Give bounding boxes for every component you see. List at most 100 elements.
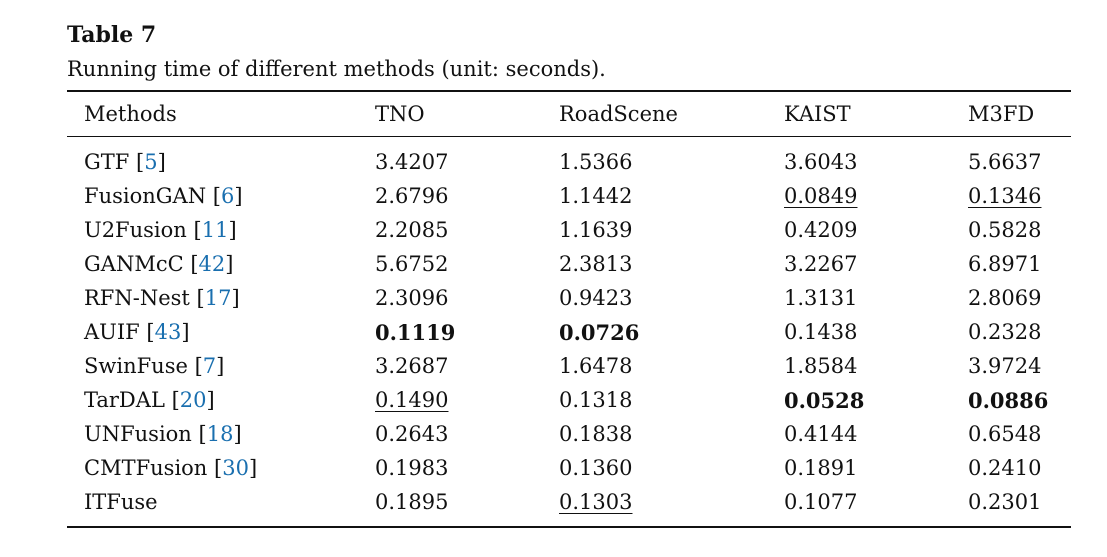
table-row: RFN-Nest [17] 2.3096 0.9423 1.3131 2.806… — [67, 281, 1071, 315]
method-name: TarDAL — [84, 388, 165, 412]
kaist-cell: 0.1438 — [784, 320, 858, 344]
header-rule — [67, 136, 1071, 137]
kaist-cell: 0.0849 — [784, 179, 968, 213]
column-header-methods: Methods — [84, 102, 177, 126]
roadscene-cell: 1.5366 — [559, 150, 633, 174]
method-cell: SwinFuse [7] — [84, 354, 225, 378]
m3fd-cell: 0.2301 — [968, 490, 1042, 514]
running-time-table: Methods TNO RoadScene KAIST M3FD GTF [5]… — [67, 92, 1071, 519]
method-name: RFN-Nest — [84, 286, 190, 310]
roadscene-cell: 0.9423 — [559, 286, 633, 310]
kaist-cell: 0.1077 — [784, 490, 858, 514]
roadscene-cell: 2.3813 — [559, 252, 633, 276]
tno-cell: 0.1895 — [375, 490, 449, 514]
table-label: Table 7 — [67, 22, 157, 48]
m3fd-cell: 0.1346 — [968, 179, 1071, 213]
citation-link[interactable]: 18 — [206, 422, 234, 446]
method-name: ITFuse — [84, 490, 158, 514]
best-value: 0.0726 — [559, 319, 640, 345]
method-cell: GANMcC [42] — [84, 252, 234, 276]
method-cell: AUIF [43] — [84, 320, 190, 344]
m3fd-cell: 6.8971 — [968, 252, 1042, 276]
column-header-tno: TNO — [375, 102, 425, 126]
table-caption: Running time of different methods (unit:… — [67, 57, 606, 81]
table-row: CMTFusion [30] 0.1983 0.1360 0.1891 0.24… — [67, 451, 1071, 485]
roadscene-cell: 0.1838 — [559, 422, 633, 446]
table-row: ITFuse 0.1895 0.1303 0.1077 0.2301 — [67, 485, 1071, 519]
citation-link[interactable]: 6 — [220, 184, 235, 208]
method-name: GTF — [84, 150, 130, 174]
table-row: UNFusion [18] 0.2643 0.1838 0.4144 0.654… — [67, 417, 1071, 451]
column-header-kaist: KAIST — [784, 102, 851, 126]
column-header-roadscene: RoadScene — [559, 102, 678, 126]
m3fd-cell: 5.6637 — [968, 150, 1042, 174]
method-name: UNFusion — [84, 422, 192, 446]
method-cell: CMTFusion [30] — [84, 456, 258, 480]
tno-cell: 2.3096 — [375, 286, 449, 310]
roadscene-cell: 0.1360 — [559, 456, 633, 480]
kaist-cell: 3.2267 — [784, 252, 858, 276]
method-name: AUIF — [84, 320, 140, 344]
tno-cell: 3.2687 — [375, 354, 449, 378]
m3fd-cell: 0.6548 — [968, 422, 1042, 446]
citation-link[interactable]: 11 — [201, 218, 229, 242]
kaist-cell: 1.8584 — [784, 354, 858, 378]
m3fd-cell: 0.5828 — [968, 218, 1042, 242]
tno-cell: 0.1983 — [375, 456, 449, 480]
kaist-cell: 0.1891 — [784, 456, 858, 480]
method-cell: UNFusion [18] — [84, 422, 242, 446]
roadscene-cell: 0.1318 — [559, 388, 633, 412]
tno-cell: 0.1119 — [375, 315, 559, 349]
kaist-cell: 0.4144 — [784, 422, 858, 446]
method-cell: FusionGAN [6] — [84, 184, 243, 208]
method-cell: ITFuse — [67, 485, 375, 519]
method-cell: RFN-Nest [17] — [84, 286, 240, 310]
kaist-cell: 0.4209 — [784, 218, 858, 242]
method-cell: TarDAL [20] — [84, 388, 215, 412]
citation-link[interactable]: 7 — [202, 354, 217, 378]
table-row: FusionGAN [6] 2.6796 1.1442 0.0849 0.134… — [67, 179, 1071, 213]
header-row: Methods TNO RoadScene KAIST M3FD — [67, 92, 1071, 136]
m3fd-cell: 3.9724 — [968, 354, 1042, 378]
method-cell: GTF [5] — [84, 150, 166, 174]
citation-link[interactable]: 20 — [179, 388, 207, 412]
citation-link[interactable]: 30 — [222, 456, 249, 480]
second-best-value: 0.0849 — [784, 184, 858, 208]
m3fd-cell: 2.8069 — [968, 286, 1042, 310]
table-row: U2Fusion [11] 2.2085 1.1639 0.4209 0.582… — [67, 213, 1071, 247]
second-best-value: 0.1303 — [559, 490, 633, 514]
method-name: GANMcC — [84, 252, 184, 276]
roadscene-cell: 0.1303 — [559, 485, 784, 519]
second-best-value: 0.1346 — [968, 184, 1042, 208]
method-cell: U2Fusion [11] — [84, 218, 237, 242]
table-row: GTF [5] 3.4207 1.5366 3.6043 5.6637 — [67, 136, 1071, 179]
best-value: 0.1119 — [375, 319, 456, 345]
tno-cell: 3.4207 — [375, 150, 449, 174]
tno-cell: 0.2643 — [375, 422, 449, 446]
citation-link[interactable]: 42 — [198, 252, 226, 276]
bottom-rule — [67, 526, 1071, 528]
table-row: AUIF [43] 0.1119 0.0726 0.1438 0.2328 — [67, 315, 1071, 349]
roadscene-cell: 1.1442 — [559, 184, 633, 208]
tno-cell: 2.2085 — [375, 218, 449, 242]
citation-link[interactable]: 5 — [144, 150, 158, 174]
table-row: GANMcC [42] 5.6752 2.3813 3.2267 6.8971 — [67, 247, 1071, 281]
top-rule — [67, 90, 1071, 92]
m3fd-cell: 0.2410 — [968, 456, 1042, 480]
best-value: 0.0886 — [968, 387, 1049, 413]
kaist-cell: 0.0528 — [784, 383, 968, 417]
tno-cell: 5.6752 — [375, 252, 449, 276]
method-name: FusionGAN — [84, 184, 207, 208]
tno-cell: 0.1490 — [375, 383, 559, 417]
m3fd-cell: 0.0886 — [968, 383, 1071, 417]
method-name: CMTFusion — [84, 456, 208, 480]
roadscene-cell: 0.0726 — [559, 315, 784, 349]
table-row: TarDAL [20] 0.1490 0.1318 0.0528 0.0886 — [67, 383, 1071, 417]
method-name: U2Fusion — [84, 218, 187, 242]
method-name: SwinFuse — [84, 354, 188, 378]
kaist-cell: 3.6043 — [784, 150, 858, 174]
tno-cell: 2.6796 — [375, 184, 449, 208]
citation-link[interactable]: 43 — [154, 320, 182, 344]
citation-link[interactable]: 17 — [204, 286, 232, 310]
best-value: 0.0528 — [784, 387, 865, 413]
